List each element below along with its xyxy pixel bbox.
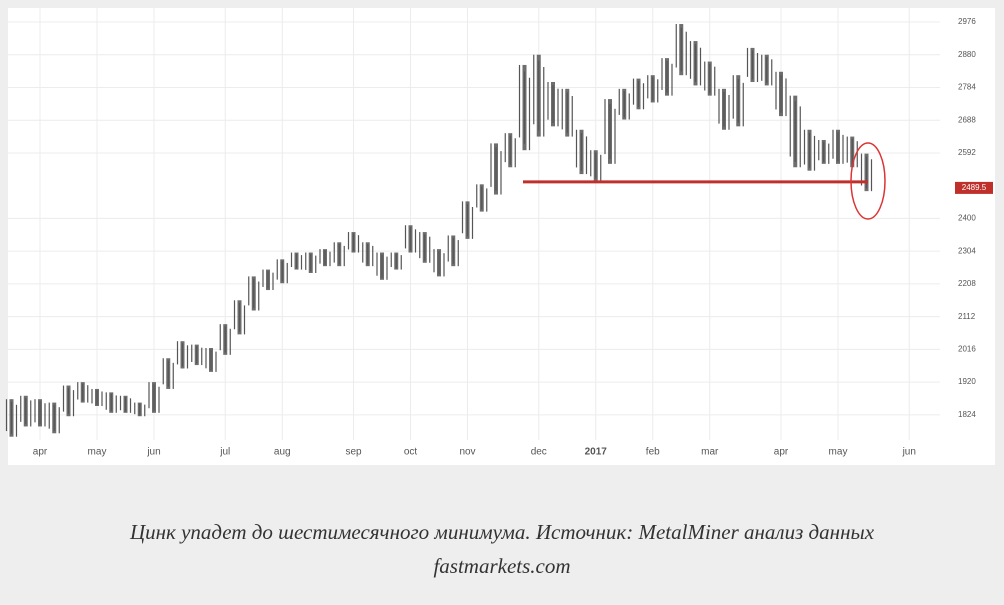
y-tick-label: 2784 xyxy=(958,83,976,92)
caption-line: Цинк упадет до шестимесячного минимума. … xyxy=(129,520,875,544)
x-tick-label: oct xyxy=(404,447,418,458)
x-tick-label: mar xyxy=(701,447,719,458)
y-tick-label: 1920 xyxy=(958,377,976,386)
x-tick-label: nov xyxy=(459,447,475,458)
x-tick-label: jun xyxy=(146,447,160,458)
chart: 1824 1920 2016 2112 2208 2304 2400 2592 2688 2784… xyxy=(5,8,995,465)
caption-line: fastmarkets.com xyxy=(433,554,571,578)
x-tick-label: dec xyxy=(531,447,547,458)
x-tick-label: jun xyxy=(902,447,916,458)
y-tick-label: 2880 xyxy=(958,50,976,59)
y-tick-label: 2976 xyxy=(958,17,976,26)
y-tick-label: 2688 xyxy=(958,115,976,124)
y-tick-label: 2016 xyxy=(958,344,976,353)
y-tick-label: 2304 xyxy=(958,246,976,255)
x-tick-label: sep xyxy=(345,447,362,458)
x-tick-label: may xyxy=(88,447,107,458)
x-tick-label: jul xyxy=(219,447,230,458)
y-tick-label: 1824 xyxy=(958,410,976,419)
y-tick-label: 2112 xyxy=(958,312,976,321)
price-tag xyxy=(955,181,993,194)
caption: Цинк упадет до шестимесячного минимума. … xyxy=(0,515,1004,583)
price-tag-label: 2489.5 xyxy=(962,183,987,192)
x-tick-label: may xyxy=(829,447,848,458)
y-tick-label: 2208 xyxy=(958,279,976,288)
plot-background xyxy=(8,8,995,465)
y-tick-label: 2592 xyxy=(958,148,976,157)
x-tick-label: apr xyxy=(33,447,48,458)
x-tick-label: feb xyxy=(646,447,660,458)
highlight-circle xyxy=(850,142,886,220)
y-tick-label: 2400 xyxy=(958,214,976,223)
x-tick-label: aug xyxy=(274,447,291,458)
x-tick-label: apr xyxy=(774,447,789,458)
x-tick-label: 2017 xyxy=(585,447,608,458)
